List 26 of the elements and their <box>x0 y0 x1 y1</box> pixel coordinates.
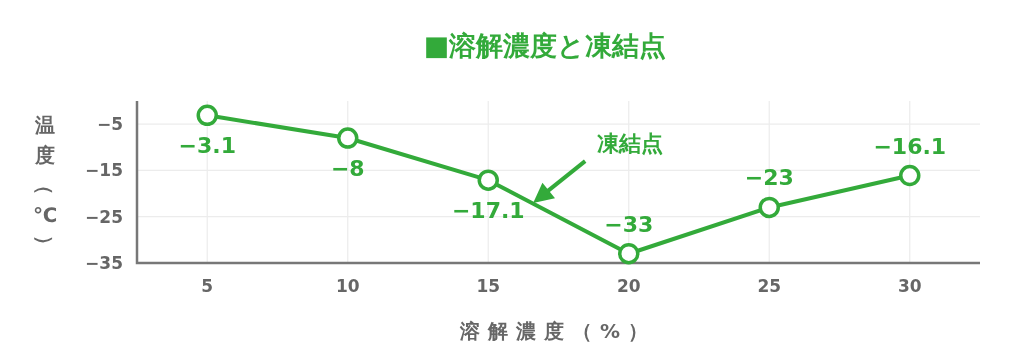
data-label: −16.1 <box>873 133 947 159</box>
y-tick-label: −35 <box>85 253 123 273</box>
data-label: −23 <box>744 165 794 191</box>
point <box>899 164 921 187</box>
x-tick-label: 25 <box>757 276 782 296</box>
x-tick-label: 5 <box>201 276 214 296</box>
point <box>758 196 780 219</box>
x-tick-label: 15 <box>476 276 501 296</box>
data-label: −33 <box>604 211 654 237</box>
point <box>477 169 499 191</box>
point <box>618 242 640 265</box>
x-tick-label: 10 <box>335 276 360 296</box>
y-axis-title: 温度（℃） <box>32 113 58 255</box>
annotation: 凍結点 <box>597 131 664 157</box>
x-tick-label: 20 <box>616 276 641 296</box>
data-label: −3.1 <box>178 133 236 159</box>
data-label: −17.1 <box>451 198 525 224</box>
y-tick-label: −15 <box>85 160 123 181</box>
x-tick-label: 30 <box>897 276 922 296</box>
data-label: −8 <box>330 156 365 182</box>
x-axis-title: 溶解濃度（%） <box>458 319 657 343</box>
point <box>337 127 359 149</box>
chart-title: ■溶解濃度と凍結点 <box>423 30 667 61</box>
point <box>196 104 218 127</box>
y-tick-label: −25 <box>85 206 123 227</box>
y-tick-label: −5 <box>96 114 123 135</box>
